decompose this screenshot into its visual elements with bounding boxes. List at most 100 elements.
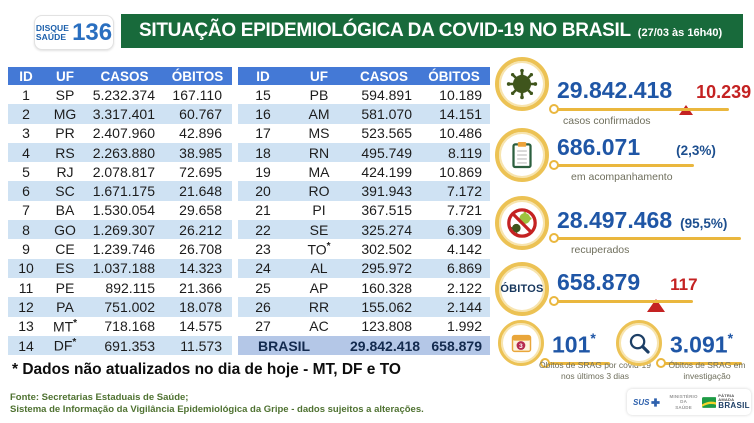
cell-casos: 718.168 xyxy=(104,318,155,335)
cell-id: 11 xyxy=(18,279,34,296)
asterisk: * xyxy=(72,337,77,349)
cell-obitos: 14.575 xyxy=(179,318,222,335)
cell-casos: 2.407.960 xyxy=(92,125,155,142)
cell-obitos: 2.144 xyxy=(418,297,490,317)
table-row: 17 MS 523.565 10.486 xyxy=(238,124,490,143)
stat-under-followup: 686.071 (2,3%) em acompanhamento xyxy=(495,128,716,183)
cell-casos: 594.891 xyxy=(361,86,412,103)
no-virus-icon xyxy=(495,196,549,250)
cell-casos: 1.671.175 xyxy=(86,181,163,201)
cell-id: 23 xyxy=(255,241,271,258)
cell-casos: 523.565 xyxy=(361,125,412,142)
cell-id: 25 xyxy=(255,279,271,296)
disque-saude-label: DISQUE SAÚDE xyxy=(35,22,70,42)
srag-investigation-label: Óbitos de SRAG em investigação xyxy=(668,360,746,382)
cell-uf: PI xyxy=(312,202,326,219)
cell-casos: 1.530.054 xyxy=(92,202,155,219)
srag-investigation-value: 3.091* xyxy=(670,330,734,358)
cell-id: 7 xyxy=(22,202,30,219)
table-row: 4 RS 2.263.880 38.985 xyxy=(8,142,232,163)
table-row: 3 PR 2.407.960 42.896 xyxy=(8,124,232,143)
cell-id: 21 xyxy=(255,202,271,219)
cell-uf: RR xyxy=(288,297,350,317)
cell-uf: PB xyxy=(309,86,329,103)
cell-uf: CE xyxy=(55,241,75,258)
table-row: 5 RJ 2.078.817 72.695 xyxy=(8,162,232,181)
cell-id: 15 xyxy=(255,86,271,103)
accent-line xyxy=(549,233,741,243)
recovered-label: recuperados xyxy=(571,244,630,256)
column-header: CASOS xyxy=(350,67,418,85)
recovered-value: 28.497.468 xyxy=(557,207,673,233)
cell-obitos: 38.985 xyxy=(163,142,232,163)
cell-uf: AP xyxy=(309,279,329,296)
accent-line xyxy=(549,296,693,306)
asterisk: * xyxy=(73,317,78,329)
table-header-row: ID UF CASOS ÓBITOS xyxy=(238,67,490,85)
table-row: 8 GO 1.269.307 26.212 xyxy=(8,220,232,240)
cell-obitos: 60.767 xyxy=(163,104,232,124)
cell-id: 26 xyxy=(238,297,288,317)
table-row: 14 DF* 691.353 11.573 xyxy=(8,335,232,356)
cell-uf: PR xyxy=(55,125,75,142)
cell-casos: 1.269.307 xyxy=(86,220,163,240)
recovered-percent: (95,5%) xyxy=(680,216,728,231)
cell-uf: RS xyxy=(44,142,86,163)
cell-obitos: 7.721 xyxy=(446,202,482,219)
table-row: 27 AC 123.808 1.992 xyxy=(238,317,490,336)
confirmed-cases-label: casos confirmados xyxy=(563,115,651,127)
cell-id: 4 xyxy=(8,142,44,163)
column-header: CASOS xyxy=(86,67,163,85)
table-header-row: ID UF CASOS ÓBITOS xyxy=(8,67,232,85)
source-line1: Fonte: Secretarias Estaduais de Saúde; xyxy=(10,392,189,403)
cell-uf: AL xyxy=(288,258,350,278)
cell-casos: 2.078.817 xyxy=(92,163,155,180)
cell-casos: 367.515 xyxy=(361,202,412,219)
ministry-of-health-logo: MINISTÉRIO DA SAÚDE xyxy=(669,393,698,410)
brasil-government-logo: PÁTRIA AMADA BRASIL xyxy=(701,394,751,410)
calendar-icon: 3 xyxy=(498,320,544,366)
cell-id: 10 xyxy=(8,258,44,278)
column-header: UF xyxy=(288,67,350,85)
asterisk: * xyxy=(727,330,734,346)
page-title-banner: SITUAÇÃO EPIDEMIOLÓGICA DA COVID-19 NO B… xyxy=(121,14,743,48)
followup-value: 686.071 xyxy=(557,134,641,160)
cell-casos: 295.972 xyxy=(350,258,418,278)
source-line2: Sistema de Informação da Vigilância Epid… xyxy=(10,403,424,415)
cell-id: 19 xyxy=(255,163,271,180)
total-obitos: 658.879 xyxy=(418,335,490,356)
magnifier-icon xyxy=(616,320,662,366)
table-row: 18 RN 495.749 8.119 xyxy=(238,142,490,163)
table-row: 1 SP 5.232.374 167.110 xyxy=(8,85,232,104)
sus-cross-icon xyxy=(651,397,661,407)
cell-obitos: 7.172 xyxy=(418,181,490,201)
phone-number-136: 136 xyxy=(72,18,113,46)
obitos-circle: ÓBITOS xyxy=(495,262,549,316)
accent-line xyxy=(540,357,610,368)
table-row: 9 CE 1.239.746 26.708 xyxy=(8,239,232,258)
virus-icon xyxy=(495,57,549,111)
column-header: ID xyxy=(238,67,288,85)
table-row: 13 MT* 718.168 14.575 xyxy=(8,317,232,336)
obitos-circle-label: ÓBITOS xyxy=(500,283,544,295)
cell-casos: 325.274 xyxy=(350,220,418,240)
cell-uf: AM xyxy=(288,104,350,124)
cell-uf: TO* xyxy=(307,240,331,258)
state-table-right: ID UF CASOS ÓBITOS 15 PB 594.891 10.189 16 AM 581… xyxy=(238,67,490,356)
table-row: 6 SC 1.671.175 21.648 xyxy=(8,181,232,201)
cell-obitos: 10.869 xyxy=(439,163,482,180)
cell-id: 3 xyxy=(22,125,30,142)
stat-confirmed-cases: 29.842.418 10.239 casos confirmados xyxy=(495,57,751,127)
cell-obitos: 21.648 xyxy=(163,181,232,201)
cell-casos: 2.263.880 xyxy=(86,142,163,163)
cell-casos: 581.070 xyxy=(350,104,418,124)
cell-uf: MT* xyxy=(52,317,78,335)
cell-id: 24 xyxy=(238,258,288,278)
cell-uf: RJ xyxy=(56,163,74,180)
asterisk: * xyxy=(590,330,596,346)
disque-saude-136-logo: DISQUE SAÚDE 136 xyxy=(34,15,114,50)
cell-uf: SE xyxy=(288,220,350,240)
srag-3days-value: 101* xyxy=(552,330,596,358)
cell-casos: 751.002 xyxy=(86,297,163,317)
total-casos: 29.842.418 xyxy=(350,335,421,356)
